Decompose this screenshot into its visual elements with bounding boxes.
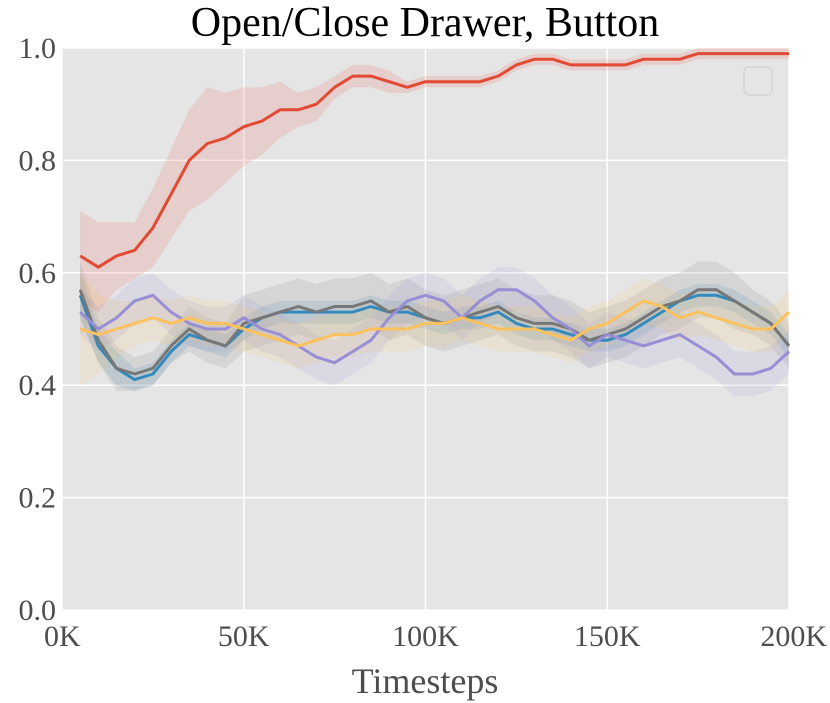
y-tick-label: 0.0 (19, 594, 57, 627)
series-band-0 (80, 48, 789, 313)
tick-labels: 0K 50K 100K 150K 200K 0.0 0.2 0.4 0.6 0.8 1.0 (19, 32, 828, 653)
x-tick-label: 100K (392, 620, 459, 653)
y-tick-label: 0.6 (19, 257, 57, 290)
series-band-4 (80, 272, 789, 386)
confidence-bands (80, 48, 789, 397)
x-tick-label: 50K (218, 620, 270, 653)
x-tick-label: 200K (760, 620, 827, 653)
y-tick-label: 0.8 (19, 144, 57, 177)
series-line-3 (79, 288, 791, 376)
y-tick-label: 0.2 (19, 482, 57, 515)
x-axis-label: Timesteps (352, 661, 499, 701)
series-line-4 (79, 299, 791, 348)
legend-box (743, 66, 773, 96)
series-line-0 (79, 52, 789, 269)
series-band-1 (80, 272, 789, 391)
series-band-3 (80, 267, 789, 397)
chart-title: Open/Close Drawer, Button (191, 0, 659, 46)
series-band-2 (80, 261, 789, 391)
y-tick-label: 1.0 (19, 32, 57, 65)
series-lines (78, 52, 791, 382)
y-tick-label: 0.4 (19, 369, 57, 402)
series-line-2 (78, 288, 791, 376)
x-tick-label: 150K (574, 620, 641, 653)
x-tick-label: 0K (44, 620, 81, 653)
